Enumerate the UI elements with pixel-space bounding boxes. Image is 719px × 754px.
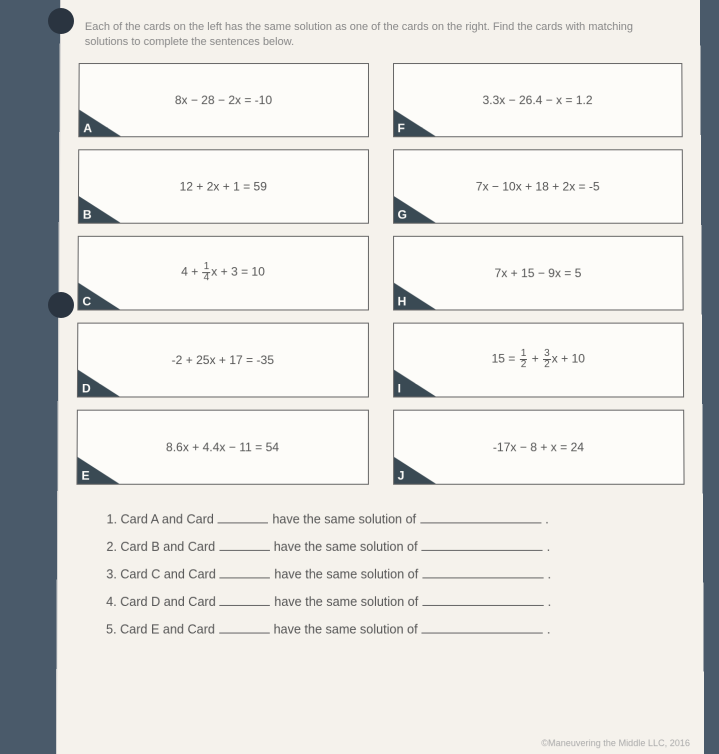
equation-d: -2 + 25x + 17 = -35	[172, 353, 274, 367]
sentence-3: 3. Card C and Card have the same solutio…	[106, 564, 655, 581]
card-label-d: D	[82, 381, 91, 395]
sentence-mid: have the same solution of	[274, 595, 418, 609]
blank-card[interactable]	[218, 509, 268, 523]
blank-card[interactable]	[220, 591, 271, 605]
blank-card[interactable]	[219, 619, 270, 633]
blank-card[interactable]	[219, 536, 270, 550]
sentence-mid: have the same solution of	[274, 567, 418, 581]
sentence-mid: have the same solution of	[272, 512, 416, 526]
card-a: 8x − 28 − 2x = -10 A	[78, 63, 368, 137]
card-label-i: I	[398, 381, 401, 395]
card-f: 3.3x − 26.4 − x = 1.2 F	[393, 63, 683, 137]
sentence-num: 5	[106, 622, 113, 636]
sentence-num: 4	[106, 595, 113, 609]
sentence-num: 3	[106, 567, 113, 581]
answer-sentences: 1. Card A and Card have the same solutio…	[76, 509, 686, 636]
card-label-h: H	[398, 294, 407, 308]
sentence-left: Card E and Card	[120, 622, 215, 636]
blank-solution[interactable]	[422, 591, 543, 605]
card-b: 12 + 2x + 1 = 59 B	[78, 149, 369, 223]
punch-hole	[48, 8, 74, 34]
sentence-1: 1. Card A and Card have the same solutio…	[107, 509, 655, 526]
equation-h: 7x + 15 − 9x = 5	[495, 266, 582, 280]
punch-hole	[48, 292, 74, 318]
sentence-mid: have the same solution of	[274, 539, 418, 553]
blank-solution[interactable]	[422, 536, 543, 550]
card-d: -2 + 25x + 17 = -35 D	[77, 322, 369, 397]
sentence-left: Card A and Card	[121, 512, 214, 526]
equation-e: 8.6x + 4.4x − 11 = 54	[166, 440, 279, 454]
equation-j: -17x − 8 + x = 24	[493, 440, 584, 454]
card-label-g: G	[398, 207, 407, 221]
card-label-b: B	[83, 207, 92, 221]
card-e: 8.6x + 4.4x − 11 = 54 E	[76, 409, 368, 484]
card-grid: 8x − 28 − 2x = -10 A 3.3x − 26.4 − x = 1…	[76, 63, 684, 485]
sentence-num: 2	[106, 539, 113, 553]
equation-i: 15 = 12 + 32x + 10	[491, 349, 585, 370]
blank-solution[interactable]	[422, 619, 543, 633]
sentence-left: Card C and Card	[120, 567, 215, 581]
equation-b: 12 + 2x + 1 = 59	[180, 179, 267, 193]
card-j: -17x − 8 + x = 24 J	[393, 409, 685, 484]
sentence-mid: have the same solution of	[274, 622, 418, 636]
sentence-2: 2. Card B and Card have the same solutio…	[106, 536, 654, 553]
sentence-4: 4. Card D and Card have the same solutio…	[106, 591, 655, 608]
card-label-j: J	[398, 468, 405, 482]
sentence-left: Card B and Card	[120, 539, 215, 553]
blank-solution[interactable]	[422, 564, 543, 578]
instructions-text: Each of the cards on the left has the sa…	[79, 20, 683, 51]
worksheet-page: Each of the cards on the left has the sa…	[56, 0, 704, 754]
equation-f: 3.3x − 26.4 − x = 1.2	[483, 93, 593, 107]
card-label-f: F	[398, 121, 405, 135]
card-i: 15 = 12 + 32x + 10 I	[393, 322, 685, 397]
sentence-num: 1	[107, 512, 114, 526]
card-label-c: C	[82, 294, 91, 308]
equation-a: 8x − 28 − 2x = -10	[175, 93, 272, 107]
card-label-e: E	[82, 468, 90, 482]
card-c: 4 + 14x + 3 = 10 C	[77, 236, 368, 311]
blank-card[interactable]	[220, 564, 271, 578]
card-label-a: A	[83, 121, 92, 135]
card-g: 7x − 10x + 18 + 2x = -5 G	[393, 149, 684, 223]
copyright-footer: ©Maneuvering the Middle LLC, 2016	[541, 738, 690, 748]
sentence-5: 5. Card E and Card have the same solutio…	[106, 619, 655, 636]
card-h: 7x + 15 − 9x = 5 H	[393, 236, 684, 311]
equation-c: 4 + 14x + 3 = 10	[181, 262, 265, 283]
sentence-left: Card D and Card	[120, 595, 216, 609]
blank-solution[interactable]	[420, 509, 541, 523]
equation-g: 7x − 10x + 18 + 2x = -5	[476, 179, 600, 193]
